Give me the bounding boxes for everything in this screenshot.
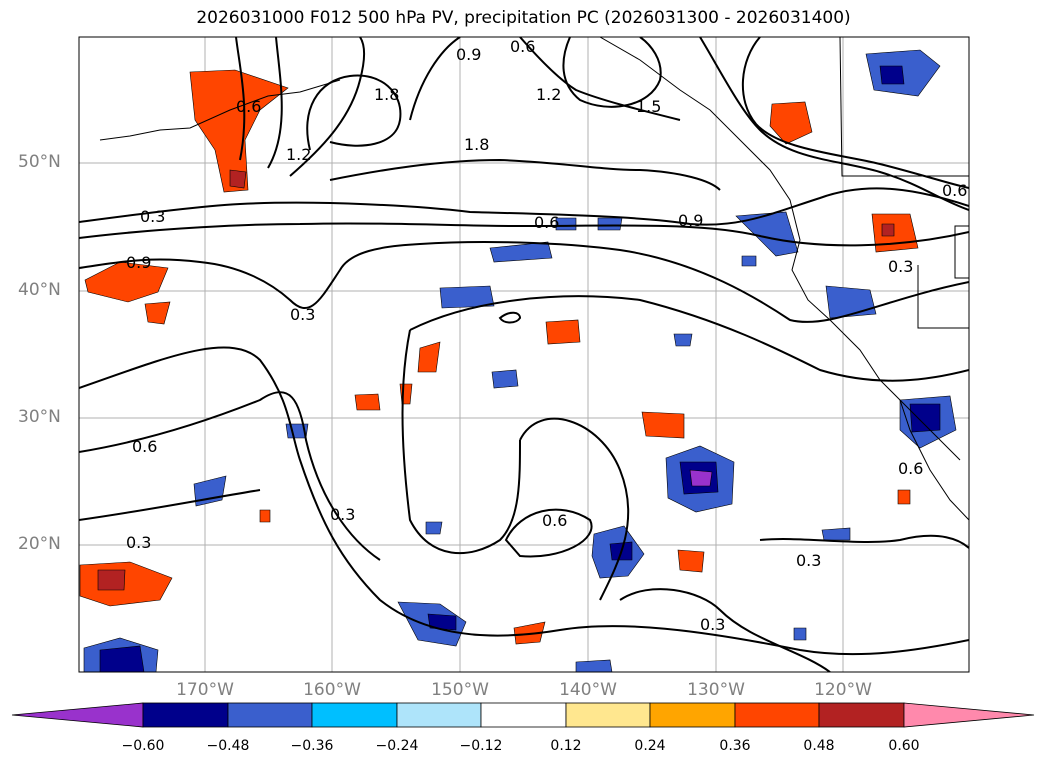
colorbar-extend-low — [11, 702, 144, 728]
colorbar — [11, 702, 1035, 728]
colorbar-tick: 0.48 — [803, 738, 835, 754]
lat-label: 20°N — [18, 534, 61, 554]
colorbar-segment — [396, 702, 482, 728]
contour-label: 0.6 — [942, 181, 967, 200]
colorbar-tick: −0.12 — [459, 738, 503, 754]
contour-label-group: 0.3 0.6 0.9 0.3 0.6 0.3 0.3 0.6 0.3 0.3 … — [126, 37, 967, 634]
contour-label: 1.8 — [374, 85, 399, 104]
colorbar-segment — [142, 702, 229, 728]
precip-negative — [83, 49, 957, 672]
colorbar-tick: −0.24 — [375, 738, 419, 754]
plot-frame — [78, 36, 970, 673]
colorbar-tick: 0.24 — [634, 738, 666, 754]
contour-label: 1.5 — [636, 97, 661, 116]
contour-label: 0.6 — [534, 213, 559, 232]
colorbar-tick: 0.60 — [888, 738, 920, 754]
contour-label: 0.3 — [290, 305, 315, 324]
colorbar-tick: 0.12 — [550, 738, 582, 754]
contour-label: 0.6 — [132, 437, 157, 456]
lon-label: 120°W — [814, 680, 872, 700]
contour-label: 0.6 — [542, 511, 567, 530]
contour-label: 0.3 — [796, 551, 821, 570]
contour-label: 0.3 — [888, 257, 913, 276]
colorbar-tick: −0.60 — [121, 738, 165, 754]
contour-label: 0.3 — [126, 533, 151, 552]
contour-label: 0.6 — [236, 97, 261, 116]
colorbar-tick: −0.48 — [206, 738, 250, 754]
contour-label: 0.9 — [678, 211, 703, 230]
contour-label: 1.2 — [286, 145, 311, 164]
colorbar-segment — [818, 702, 905, 728]
colorbar-segment — [311, 702, 398, 728]
lon-label: 160°W — [303, 680, 361, 700]
contour-label: 1.2 — [536, 85, 561, 104]
lon-label: 150°W — [431, 680, 489, 700]
lon-label: 170°W — [176, 680, 234, 700]
colorbar-tick: −0.36 — [290, 738, 334, 754]
contour-label: 0.3 — [700, 615, 725, 634]
coastlines — [99, 37, 969, 521]
lon-label: 140°W — [559, 680, 617, 700]
contour-label: 1.8 — [464, 135, 489, 154]
contour-label: 0.3 — [330, 505, 355, 524]
pv-contours — [79, 37, 969, 672]
contour-label: 0.3 — [140, 207, 165, 226]
contour-label: 0.6 — [898, 459, 923, 478]
colorbar-segment — [565, 702, 651, 728]
colorbar-segment — [734, 702, 820, 728]
contour-label: 0.9 — [456, 45, 481, 64]
contour-label: 0.9 — [126, 253, 151, 272]
lon-label: 130°W — [687, 680, 745, 700]
colorbar-segment — [480, 702, 567, 728]
colorbar-extend-high — [903, 702, 1035, 728]
contour-label: 0.6 — [510, 37, 535, 56]
lat-label: 50°N — [18, 152, 61, 172]
graticule — [79, 37, 969, 672]
lat-label: 40°N — [18, 280, 61, 300]
colorbar-segment — [649, 702, 736, 728]
lat-label: 30°N — [18, 407, 61, 427]
precip-positive — [79, 69, 919, 645]
colorbar-tick: 0.36 — [719, 738, 751, 754]
map-title: 2026031000 F012 500 hPa PV, precipitatio… — [196, 8, 851, 28]
colorbar-segment — [227, 702, 313, 728]
